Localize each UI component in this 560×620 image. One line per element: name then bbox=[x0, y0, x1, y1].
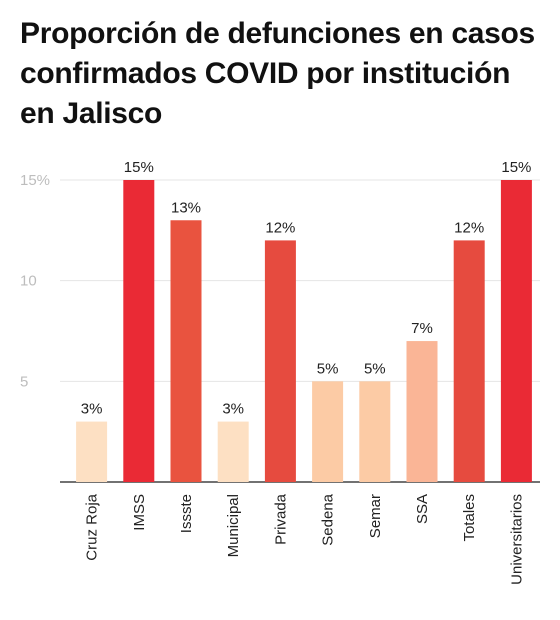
chart-title: Proporción de defunciones en casos confi… bbox=[20, 17, 535, 130]
bar-cruz-roja bbox=[76, 421, 108, 482]
category-label: Municipal bbox=[225, 494, 242, 557]
value-label: 12% bbox=[265, 219, 295, 236]
category-label: Cruz Roja bbox=[84, 493, 101, 560]
category-labels: Cruz Roja IMSS Issste Municipal Privada Seden… bbox=[84, 493, 526, 585]
value-label: 15% bbox=[124, 159, 154, 176]
y-tick-label: 5 bbox=[20, 373, 28, 390]
y-tick-label: 10 bbox=[20, 273, 37, 290]
category-label: Sedena bbox=[320, 493, 337, 545]
bar-sedena bbox=[312, 381, 344, 482]
value-label: 15% bbox=[501, 159, 531, 176]
bar-universitarios bbox=[500, 180, 532, 482]
value-label: 12% bbox=[454, 219, 484, 236]
bar-municipal bbox=[217, 421, 249, 482]
value-label: 7% bbox=[411, 320, 433, 337]
y-tick-label: 15% bbox=[20, 172, 50, 189]
category-label: IMSS bbox=[131, 494, 148, 531]
value-label: 13% bbox=[171, 199, 201, 216]
category-label: Universitarios bbox=[508, 494, 525, 585]
bar-totales bbox=[453, 240, 485, 482]
value-label: 5% bbox=[317, 360, 339, 377]
value-label: 3% bbox=[222, 401, 244, 418]
category-label: Privada bbox=[272, 493, 289, 545]
category-label: Semar bbox=[367, 494, 384, 538]
bar-imss bbox=[123, 180, 155, 482]
bar-issste bbox=[170, 220, 202, 482]
bar-semar bbox=[359, 381, 391, 482]
bar-ssa bbox=[406, 341, 438, 482]
value-label: 5% bbox=[364, 360, 386, 377]
bars bbox=[76, 180, 532, 482]
value-label: 3% bbox=[81, 401, 103, 418]
bar-privada bbox=[264, 240, 296, 482]
value-labels: 3% 15% 13% 3% 12% 5% 5% 7% 12% 15% bbox=[81, 159, 532, 418]
category-label: Totales bbox=[461, 494, 478, 542]
category-label: SSA bbox=[414, 494, 431, 524]
category-label: Issste bbox=[178, 494, 195, 533]
